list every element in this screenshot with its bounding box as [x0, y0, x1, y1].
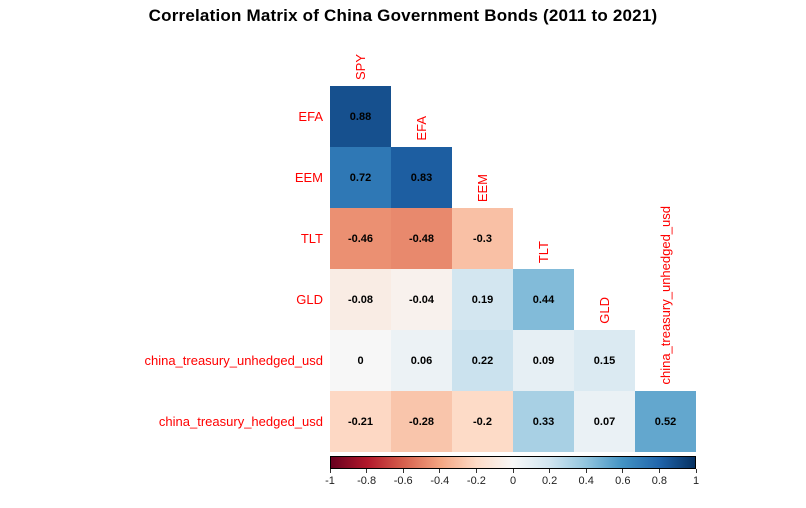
matrix-cell: 0.33	[513, 391, 574, 452]
colorbar-tick	[549, 469, 551, 473]
row-label: TLT	[300, 231, 323, 246]
matrix-cell: 0.22	[452, 330, 513, 391]
colorbar-tick-label: -0.8	[357, 475, 377, 487]
row-label: EEM	[294, 170, 323, 185]
colorbar-tick-label: 1	[692, 475, 700, 487]
row-label: GLD	[296, 292, 323, 307]
matrix-cell: 0.19	[452, 269, 513, 330]
colorbar-tick	[402, 469, 404, 473]
matrix-cell: -0.2	[452, 391, 513, 452]
colorbar-tick-label: -1	[325, 475, 335, 487]
matrix-cell: 0.15	[574, 330, 635, 391]
matrix-cell: 0.52	[635, 391, 696, 452]
matrix-cell: 0.09	[513, 330, 574, 391]
colorbar-tick	[622, 469, 624, 473]
col-label: TLT	[535, 240, 551, 263]
colorbar-tick-label: -0.6	[393, 475, 413, 487]
matrix-cell: -0.48	[391, 208, 452, 269]
colorbar-tick	[439, 469, 441, 473]
row-label: china_treasury_hedged_usd	[158, 414, 323, 429]
matrix-cell: 0.44	[513, 269, 574, 330]
matrix-cell: 0.72	[330, 147, 391, 208]
colorbar-tick-label: 0.4	[578, 475, 594, 487]
colorbar-tick-label: 0.2	[541, 475, 558, 487]
col-label: SPY	[352, 53, 368, 80]
col-label: EFA	[413, 116, 429, 141]
colorbar-tick-label: -0.4	[430, 475, 450, 487]
colorbar-tick	[512, 469, 514, 473]
matrix-cell: 0	[330, 330, 391, 391]
matrix-cell: 0.88	[330, 86, 391, 147]
col-label: china_treasury_unhedged_usd	[657, 206, 673, 385]
matrix-cell: -0.08	[330, 269, 391, 330]
colorbar-tick-label: 0.8	[651, 475, 668, 487]
matrix-cell: 0.07	[574, 391, 635, 452]
col-label: EEM	[474, 173, 490, 202]
matrix-cell: -0.46	[330, 208, 391, 269]
row-label: china_treasury_unhedged_usd	[144, 353, 323, 368]
matrix-cell: -0.28	[391, 391, 452, 452]
matrix-cell: 0.06	[391, 330, 452, 391]
col-label: GLD	[596, 297, 612, 324]
colorbar-tick	[366, 469, 368, 473]
colorbar-tick-label: 0.6	[615, 475, 631, 487]
colorbar-tick-label: 0	[509, 475, 517, 487]
colorbar-tick	[329, 469, 331, 473]
row-label: EFA	[298, 109, 323, 124]
matrix-cell: -0.21	[330, 391, 391, 452]
colorbar-tick	[695, 469, 697, 473]
colorbar-tick	[658, 469, 660, 473]
matrix-cell: -0.04	[391, 269, 452, 330]
matrix-cell: -0.3	[452, 208, 513, 269]
matrix-cell: 0.83	[391, 147, 452, 208]
colorbar-gradient	[330, 456, 696, 469]
colorbar-tick-label: -0.2	[466, 475, 486, 487]
chart-title: Correlation Matrix of China Government B…	[148, 6, 658, 25]
colorbar-tick	[585, 469, 587, 473]
colorbar-tick	[475, 469, 477, 473]
